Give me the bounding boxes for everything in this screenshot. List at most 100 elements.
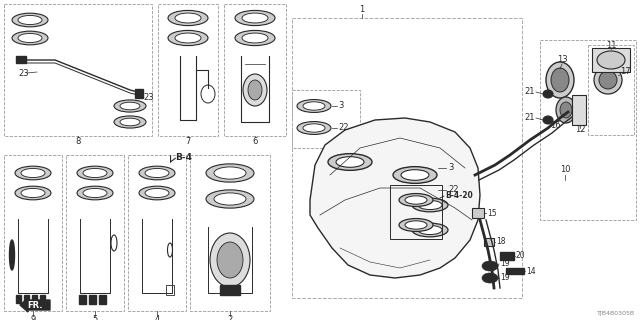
Bar bbox=[4, 4, 152, 136]
Ellipse shape bbox=[206, 190, 254, 208]
Text: 3: 3 bbox=[338, 101, 344, 110]
Bar bbox=[16, 56, 26, 63]
Bar bbox=[506, 268, 524, 274]
Ellipse shape bbox=[399, 219, 433, 231]
Ellipse shape bbox=[217, 242, 243, 278]
Ellipse shape bbox=[599, 71, 617, 89]
Text: 16: 16 bbox=[550, 121, 560, 130]
Text: 23: 23 bbox=[18, 68, 29, 77]
FancyArrow shape bbox=[20, 298, 50, 312]
Bar bbox=[540, 40, 636, 220]
Text: TJB4B0305B: TJB4B0305B bbox=[597, 311, 635, 316]
Ellipse shape bbox=[248, 80, 262, 100]
Polygon shape bbox=[310, 118, 480, 278]
Ellipse shape bbox=[114, 100, 146, 112]
Bar bbox=[128, 155, 186, 311]
Text: 23: 23 bbox=[143, 92, 154, 101]
Ellipse shape bbox=[482, 273, 498, 283]
Bar bbox=[572, 95, 586, 125]
Bar bbox=[99, 295, 106, 304]
Ellipse shape bbox=[168, 10, 208, 26]
Text: 18: 18 bbox=[496, 237, 506, 246]
Ellipse shape bbox=[12, 13, 48, 27]
Text: FR.: FR. bbox=[28, 300, 43, 309]
Bar bbox=[158, 4, 218, 136]
Text: B-4-20: B-4-20 bbox=[445, 190, 473, 199]
Bar bbox=[32, 295, 37, 303]
Ellipse shape bbox=[139, 186, 175, 200]
Ellipse shape bbox=[243, 74, 267, 106]
Bar bbox=[292, 18, 522, 298]
Ellipse shape bbox=[303, 102, 325, 110]
Text: 22: 22 bbox=[448, 186, 458, 195]
Text: 14: 14 bbox=[526, 267, 536, 276]
Ellipse shape bbox=[206, 164, 254, 182]
Ellipse shape bbox=[543, 90, 553, 98]
Ellipse shape bbox=[418, 200, 442, 210]
Ellipse shape bbox=[418, 225, 442, 235]
Bar bbox=[500, 252, 514, 260]
Bar bbox=[224, 4, 286, 136]
Ellipse shape bbox=[210, 233, 250, 287]
Text: 19: 19 bbox=[500, 274, 509, 283]
Bar bbox=[484, 238, 494, 246]
Ellipse shape bbox=[328, 154, 372, 170]
Ellipse shape bbox=[405, 221, 427, 229]
Ellipse shape bbox=[21, 168, 45, 178]
Ellipse shape bbox=[405, 196, 427, 204]
Ellipse shape bbox=[297, 122, 331, 134]
Text: 19: 19 bbox=[500, 259, 509, 268]
Ellipse shape bbox=[83, 168, 107, 178]
Ellipse shape bbox=[175, 33, 201, 43]
Text: 2: 2 bbox=[227, 315, 232, 320]
Ellipse shape bbox=[15, 166, 51, 180]
Bar bbox=[24, 295, 29, 303]
Text: 21: 21 bbox=[525, 114, 535, 123]
Ellipse shape bbox=[120, 118, 140, 126]
Text: 15: 15 bbox=[487, 209, 497, 218]
Ellipse shape bbox=[594, 66, 622, 94]
Text: 4: 4 bbox=[154, 315, 159, 320]
Ellipse shape bbox=[77, 166, 113, 180]
Ellipse shape bbox=[546, 62, 574, 98]
Text: 5: 5 bbox=[92, 315, 98, 320]
Text: B-4: B-4 bbox=[175, 154, 192, 163]
Ellipse shape bbox=[235, 10, 275, 26]
Ellipse shape bbox=[120, 102, 140, 110]
Ellipse shape bbox=[401, 170, 429, 180]
Bar bbox=[89, 295, 96, 304]
Ellipse shape bbox=[139, 166, 175, 180]
Bar bbox=[40, 295, 45, 303]
Ellipse shape bbox=[551, 68, 569, 92]
Ellipse shape bbox=[114, 116, 146, 128]
Ellipse shape bbox=[412, 223, 448, 237]
Text: 6: 6 bbox=[252, 137, 258, 146]
Ellipse shape bbox=[145, 168, 169, 178]
Ellipse shape bbox=[15, 186, 51, 200]
Ellipse shape bbox=[83, 188, 107, 197]
Bar bbox=[16, 295, 21, 303]
Ellipse shape bbox=[556, 97, 576, 123]
Ellipse shape bbox=[597, 51, 625, 69]
Bar bbox=[292, 90, 360, 148]
Ellipse shape bbox=[543, 116, 553, 124]
Text: 20: 20 bbox=[516, 252, 525, 260]
Ellipse shape bbox=[303, 124, 325, 132]
Ellipse shape bbox=[10, 240, 15, 270]
Ellipse shape bbox=[336, 157, 364, 167]
Ellipse shape bbox=[393, 167, 437, 183]
Text: 9: 9 bbox=[30, 315, 36, 320]
Bar bbox=[220, 285, 240, 295]
Ellipse shape bbox=[21, 188, 45, 197]
Text: 1: 1 bbox=[360, 5, 365, 14]
Ellipse shape bbox=[168, 30, 208, 46]
Bar bbox=[135, 89, 143, 98]
Ellipse shape bbox=[77, 186, 113, 200]
Bar bbox=[588, 45, 634, 135]
Ellipse shape bbox=[145, 188, 169, 197]
Text: 13: 13 bbox=[557, 55, 567, 65]
Bar bbox=[190, 155, 270, 311]
Ellipse shape bbox=[242, 13, 268, 23]
Bar bbox=[79, 295, 86, 304]
Ellipse shape bbox=[297, 100, 331, 112]
